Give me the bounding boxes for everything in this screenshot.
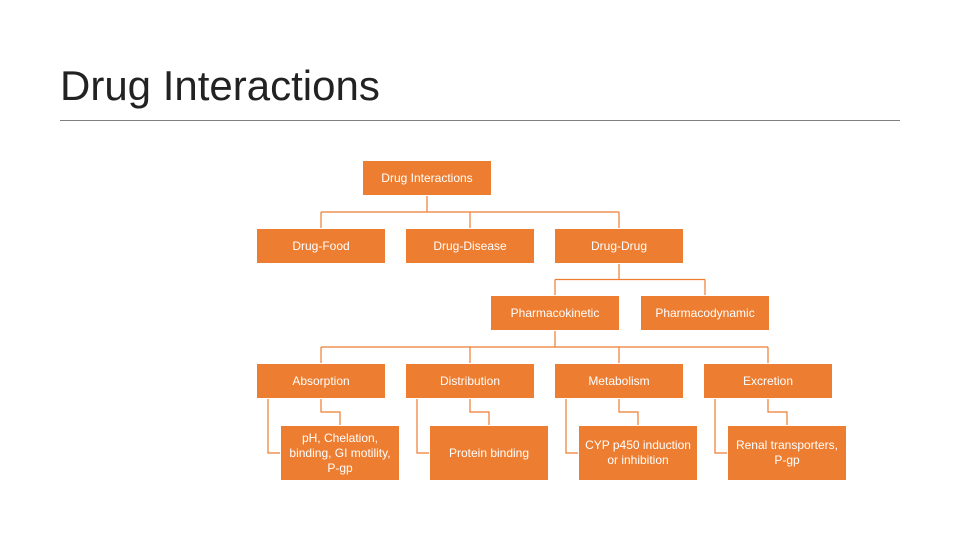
title-underline bbox=[60, 120, 900, 121]
node-abs-sub: pH, Chelation, binding, GI motility, P-g… bbox=[280, 425, 400, 481]
node-absorption: Absorption bbox=[256, 363, 386, 399]
node-drug-food: Drug-Food bbox=[256, 228, 386, 264]
node-drug-drug: Drug-Drug bbox=[554, 228, 684, 264]
node-drug-disease: Drug-Disease bbox=[405, 228, 535, 264]
node-metabolism: Metabolism bbox=[554, 363, 684, 399]
slide: Drug Interactions Drug Interactions Drug-… bbox=[0, 0, 960, 540]
node-distribution: Distribution bbox=[405, 363, 535, 399]
node-excretion: Excretion bbox=[703, 363, 833, 399]
node-met-sub: CYP p450 induction or inhibition bbox=[578, 425, 698, 481]
node-dist-sub: Protein binding bbox=[429, 425, 549, 481]
node-root: Drug Interactions bbox=[362, 160, 492, 196]
node-pd: Pharmacodynamic bbox=[640, 295, 770, 331]
node-pk: Pharmacokinetic bbox=[490, 295, 620, 331]
slide-title: Drug Interactions bbox=[60, 62, 380, 110]
node-exc-sub: Renal transporters, P-gp bbox=[727, 425, 847, 481]
